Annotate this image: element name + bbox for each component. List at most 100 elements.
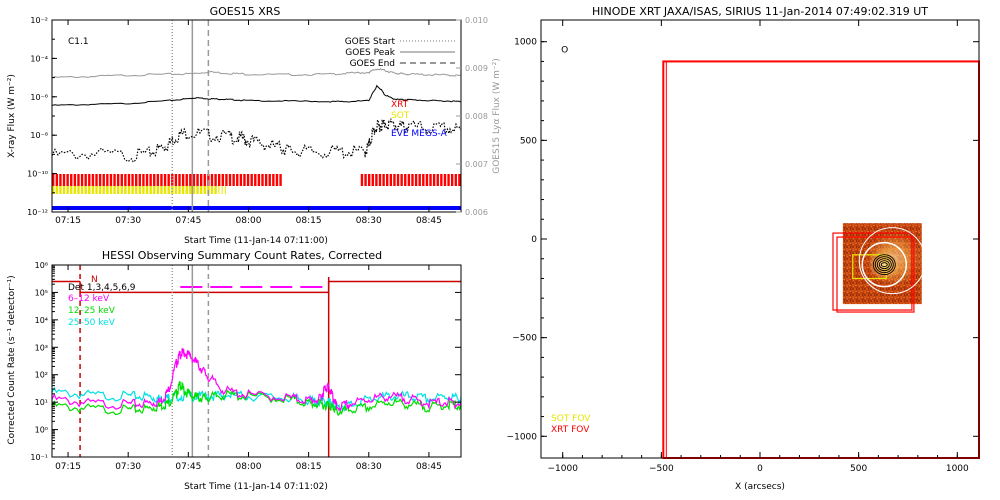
hessi-legend-25-50: 25–50 keV <box>68 318 116 328</box>
coverage-tick-xrt <box>268 174 271 186</box>
coverage-tick-sot <box>66 186 69 194</box>
coverage-tick-xrt <box>443 174 447 186</box>
goes-bar-label-xrt: XRT <box>391 100 409 110</box>
coverage-tick-sot <box>62 186 66 194</box>
coverage-tick-xrt <box>360 174 364 186</box>
coverage-tick-sot <box>127 186 131 194</box>
goes-legend: GOES Start GOES Peak GOES End <box>345 37 455 69</box>
coverage-tick-xrt <box>422 174 425 186</box>
hessi-plot-frame <box>51 264 462 458</box>
hessi-title: HESSI Observing Summary Count Rates, Cor… <box>102 249 382 262</box>
xtick-label: 08:00 <box>236 216 262 226</box>
coverage-tick-xrt <box>411 174 414 186</box>
xtick-label: 07:45 <box>175 216 201 226</box>
coverage-tick-xrt <box>163 174 167 186</box>
ytick-right-label: 0.006 <box>465 208 488 217</box>
coverage-tick-xrt <box>160 174 163 186</box>
ytick-label: 10⁻¹² <box>27 208 48 217</box>
coverage-tick-xrt <box>382 174 385 186</box>
coverage-tick-xrt <box>73 174 77 186</box>
coverage-tick-xrt <box>246 174 250 186</box>
coverage-tick-xrt <box>371 174 374 186</box>
ytick-right-label: 0.007 <box>465 160 488 169</box>
hinode-xrt-panel: HINODE XRT JAXA/ISAS, SIRIUS 11-Jan-2014… <box>507 5 981 492</box>
coverage-tick-sot <box>59 186 62 194</box>
xtick-label: 08:45 <box>416 462 442 472</box>
coverage-tick-xrt <box>450 174 454 186</box>
xrt-legend-sot-fov: SOT FOV <box>551 414 591 424</box>
coverage-tick-sot <box>91 186 95 194</box>
ytick-label: 10⁻¹⁰ <box>27 170 48 179</box>
coverage-tick-xrt <box>181 174 185 186</box>
coverage-tick-xrt <box>66 174 69 186</box>
coverage-tick-xrt <box>239 174 243 186</box>
coverage-tick-xrt <box>432 174 436 186</box>
coverage-tick-xrt <box>272 174 275 186</box>
coverage-tick-xrt <box>203 174 206 186</box>
coverage-tick-xrt <box>77 174 80 186</box>
coverage-tick-sot <box>174 186 178 194</box>
coverage-tick-xrt <box>80 174 84 186</box>
coverage-tick-sot <box>218 186 220 194</box>
goes-ylabel: X-ray Flux (W m⁻²) <box>7 74 17 158</box>
coverage-tick-sot <box>149 186 152 194</box>
coverage-tick-xrt <box>109 174 113 186</box>
coverage-tick-xrt <box>436 174 439 186</box>
coverage-tick-xrt <box>429 174 432 186</box>
coverage-tick-xrt <box>236 174 239 186</box>
xtick-label: 0 <box>757 464 763 474</box>
coverage-tick-sot <box>138 186 142 194</box>
hessi-xlabel: Start Time (11-Jan-14 07:11:02) <box>184 482 328 492</box>
goes-title: GOES15 XRS <box>210 5 281 18</box>
coverage-tick-xrt <box>386 174 389 186</box>
contour-level <box>878 260 890 270</box>
xrt-xlabel: X (arcsecs) <box>735 482 785 492</box>
coverage-tick-xrt <box>375 174 378 186</box>
coverage-tick-sot <box>52 186 55 194</box>
goes-xlabel: Start Time (11-Jan-14 07:11:00) <box>184 236 328 246</box>
coverage-tick-xrt <box>62 174 66 186</box>
coverage-tick-sot <box>131 186 134 194</box>
coverage-tick-xrt <box>447 174 450 186</box>
contour-level <box>874 256 894 274</box>
coverage-tick-xrt <box>228 174 232 186</box>
coverage-tick-sot <box>102 186 105 194</box>
ytick-label: 10⁻⁴ <box>30 54 48 63</box>
xrt-core <box>868 248 901 281</box>
coverage-tick-xrt <box>261 174 264 186</box>
hessi-legend-6-12: 6–12 keV <box>68 294 110 304</box>
ytick-label: 500 <box>520 136 537 146</box>
coverage-tick-sot <box>116 186 120 194</box>
coverage-tick-xrt <box>95 174 98 186</box>
coverage-tick-xrt <box>55 174 59 186</box>
coverage-tick-sot <box>106 186 109 194</box>
hessi-axes: 10⁶ 10⁵ 10⁴ 10³ 10² 10¹ 10⁰ 10⁻¹ 07:15 07:30 07:45… <box>30 261 461 472</box>
goes-bar-label-eve: EVE MEGS-A <box>391 129 448 139</box>
coverage-tick-sot <box>55 186 59 194</box>
ytick-right-label: 0.008 <box>465 112 488 121</box>
coverage-tick-xrt <box>414 174 418 186</box>
coverage-tick-xrt <box>70 174 73 186</box>
legend-goes-end-label: GOES End <box>350 59 395 69</box>
coverage-tick-xrt <box>364 174 367 186</box>
ytick-label: 10³ <box>35 343 48 352</box>
coverage-tick-sot <box>145 186 149 194</box>
coverage-tick-xrt <box>189 174 192 186</box>
coverage-tick-xrt <box>174 174 178 186</box>
coverage-tick-xrt <box>210 174 214 186</box>
coverage-tick-xrt <box>156 174 160 186</box>
coverage-tick-sot <box>142 186 145 194</box>
coverage-tick-xrt <box>185 174 188 186</box>
coverage-tick-sot <box>109 186 113 194</box>
xrt-legend-xrt-fov: XRT FOV <box>551 425 590 435</box>
coverage-tick-xrt <box>138 174 142 186</box>
coverage-tick-sot <box>73 186 77 194</box>
coverage-tick-xrt <box>127 174 131 186</box>
contour-level <box>876 258 892 272</box>
coverage-tick-xrt <box>243 174 246 186</box>
coverage-tick-sot <box>156 186 160 194</box>
ytick-label: 10⁻⁸ <box>30 131 48 140</box>
legend-goes-peak-label: GOES Peak <box>345 48 395 58</box>
hessi-legend-12-25: 12–25 keV <box>68 306 116 316</box>
